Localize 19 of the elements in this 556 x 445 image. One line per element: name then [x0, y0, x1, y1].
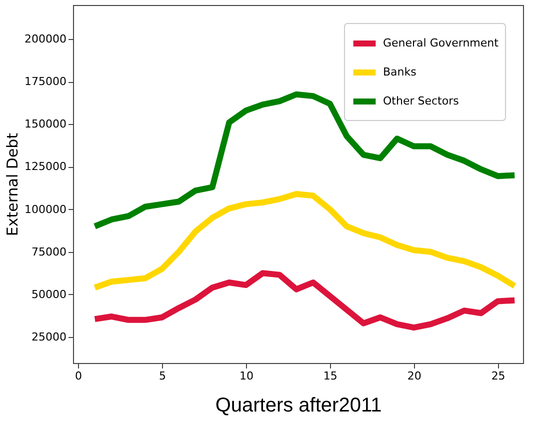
x-tick-label: 15 — [323, 370, 338, 382]
legend-label: Other Sectors — [383, 94, 460, 108]
y-tick-label: 150000 — [24, 118, 66, 131]
y-tick-label: 200000 — [24, 32, 66, 46]
legend-label: Banks — [383, 66, 417, 78]
y-axis-title: External Debt — [4, 132, 22, 236]
y-tick-label: 100000 — [24, 202, 66, 216]
x-tick-label: 0 — [75, 370, 82, 382]
x-tick-label: 10 — [239, 370, 254, 382]
y-tick-label: 25000 — [32, 330, 66, 344]
legend-label: General Government — [383, 36, 500, 50]
y-tick-label: 175000 — [24, 75, 66, 88]
x-axis-title: Quarters after2011 — [215, 394, 382, 416]
y-tick-label: 50000 — [32, 288, 66, 301]
x-tick-label: 20 — [407, 370, 422, 382]
x-tick-label: 5 — [158, 370, 166, 382]
y-tick-label: 125000 — [24, 160, 66, 174]
y-tick-label: 75000 — [32, 245, 66, 258]
x-tick-label: 25 — [491, 370, 506, 382]
